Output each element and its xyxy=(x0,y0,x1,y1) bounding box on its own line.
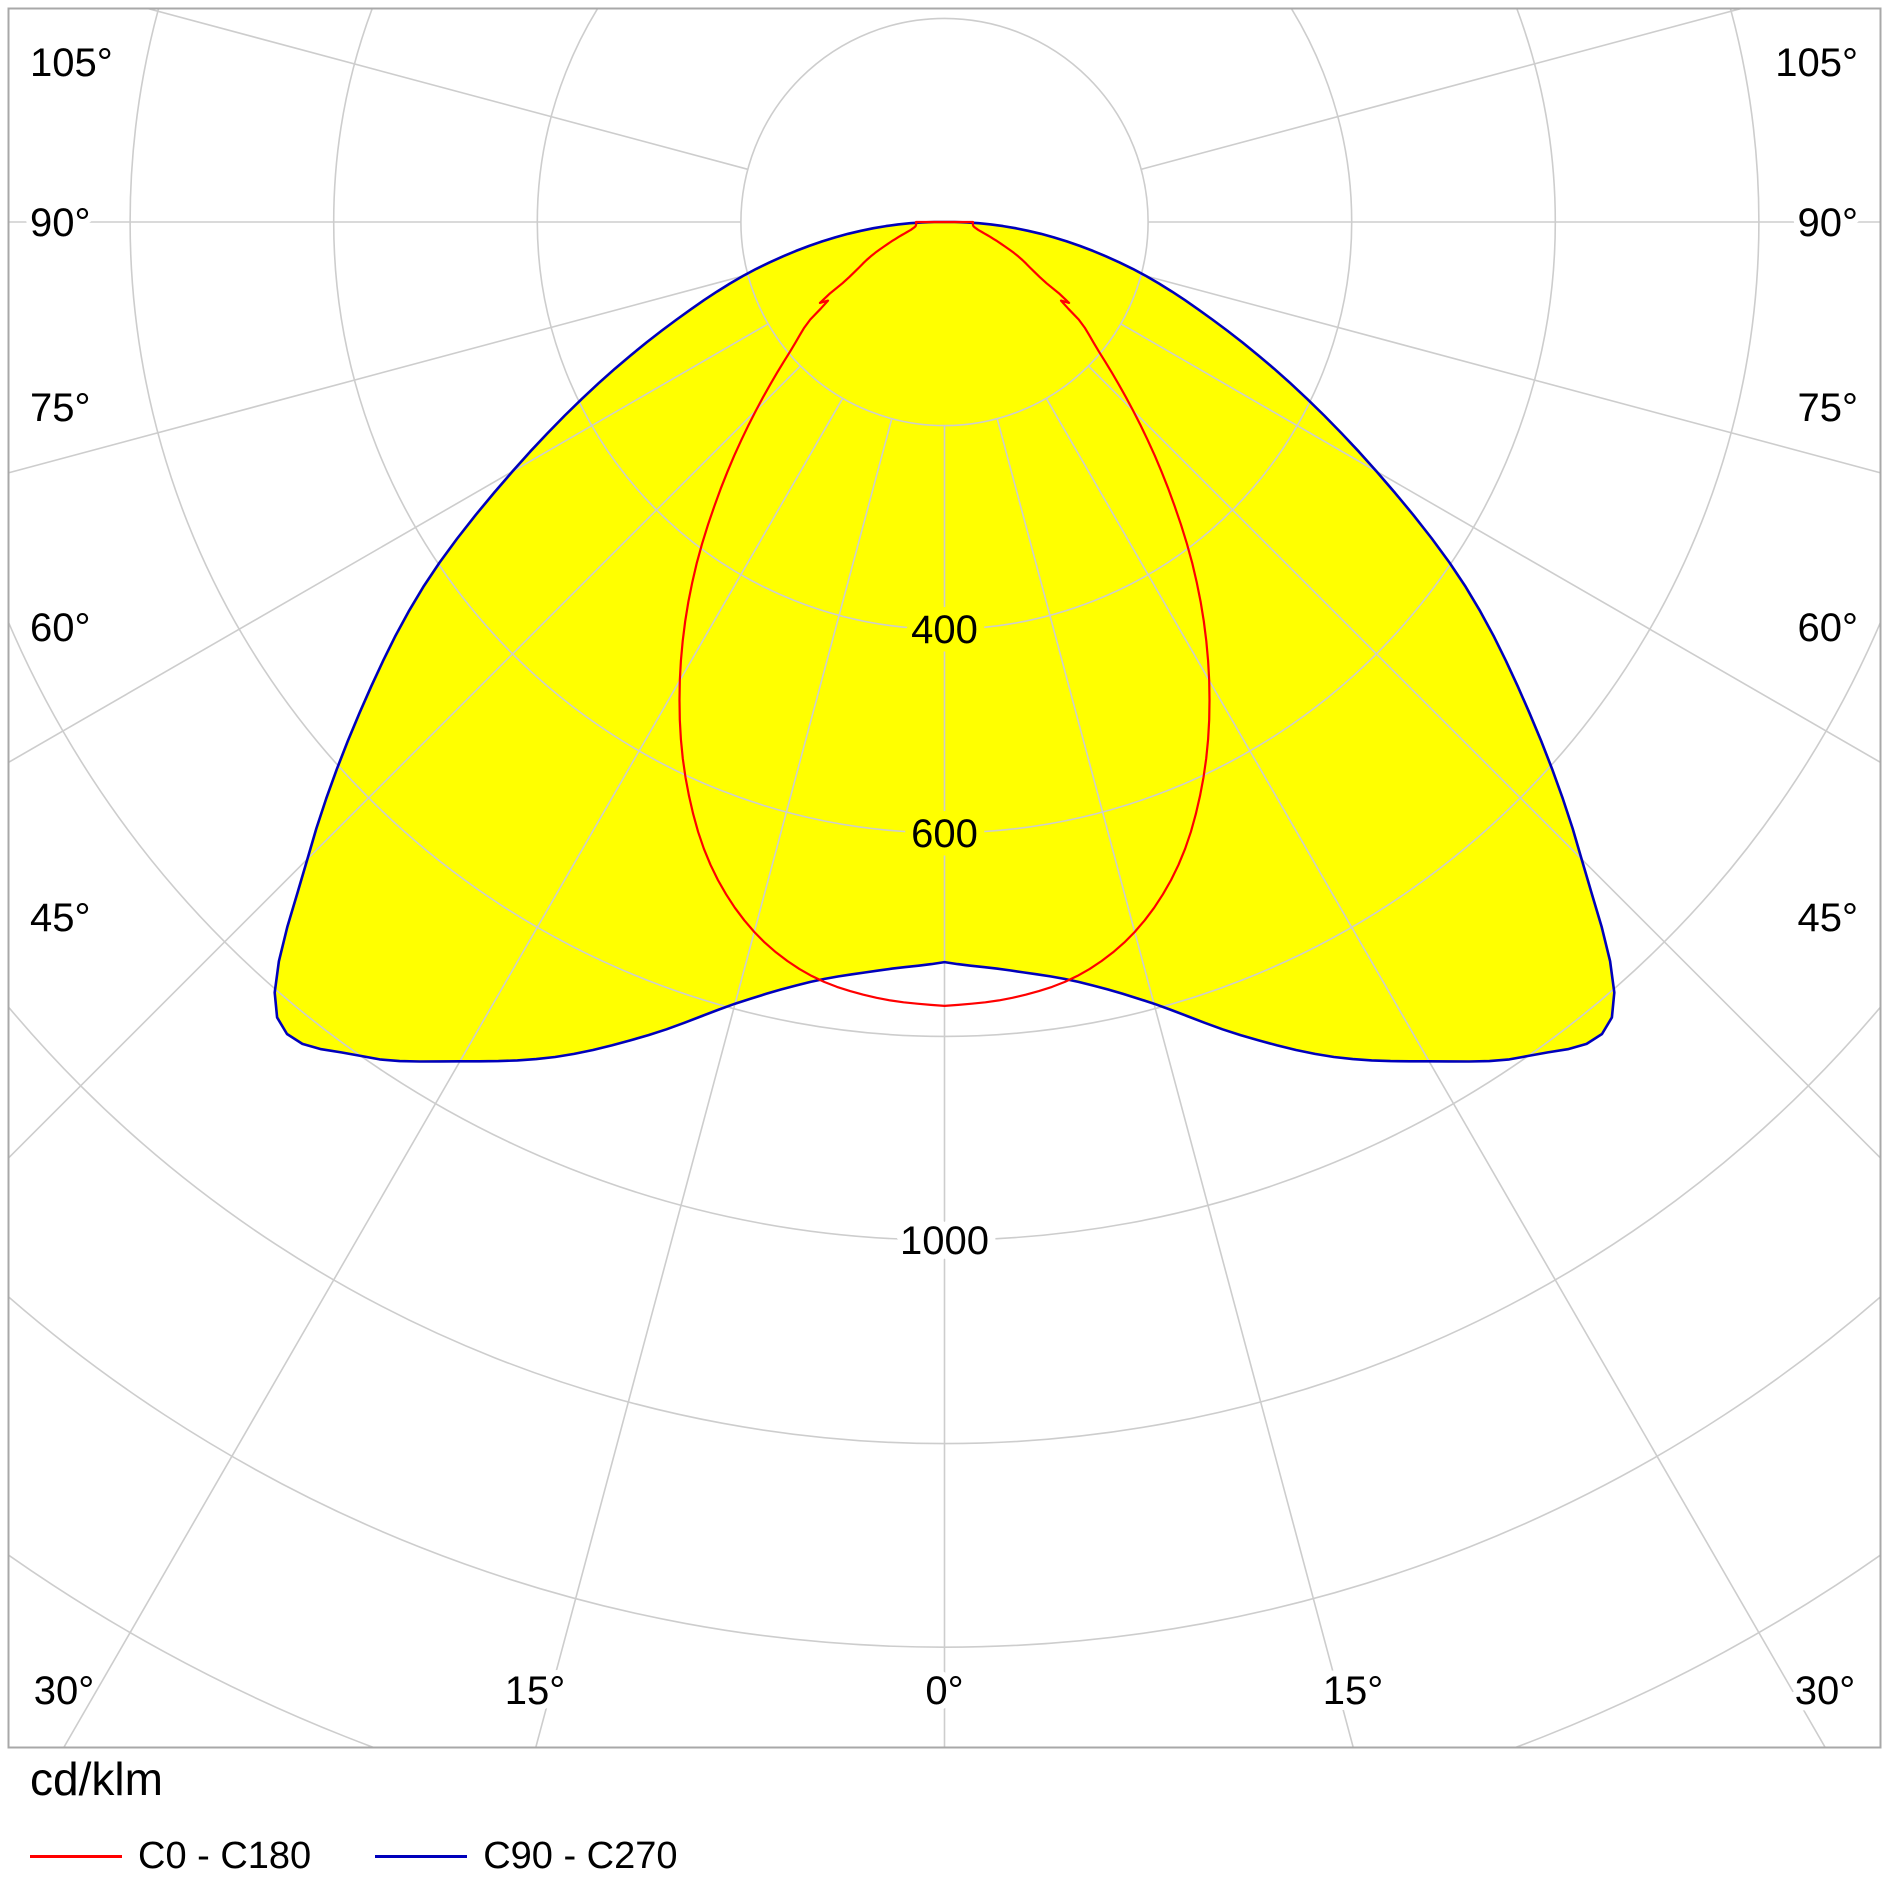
labels-layer: 400 600 1000 105° 90° 75° 60° 45° 105° 90° 75° 60° 4… xyxy=(24,35,1864,1719)
angle-label: 0° xyxy=(925,1669,963,1713)
grid-angle-line xyxy=(1120,323,1880,763)
angle-label: 60° xyxy=(1798,606,1859,650)
angle-label: 45° xyxy=(1798,896,1859,940)
ring-value-label: 600 xyxy=(911,812,978,856)
grid-angle-line xyxy=(1140,9,1741,171)
legend-label-c0-c180: C0 - C180 xyxy=(138,1834,312,1877)
legend-line-c90-c270 xyxy=(375,1854,468,1858)
angle-label: 30° xyxy=(34,1669,95,1713)
grid-angle-line xyxy=(535,418,893,1747)
angle-label: 60° xyxy=(30,606,91,650)
grid-angle-line xyxy=(996,418,1354,1747)
angle-label: 75° xyxy=(30,386,91,430)
angle-label: 15° xyxy=(1323,1669,1384,1713)
legend-line-c0-c180 xyxy=(30,1854,122,1858)
ring-value-label: 1000 xyxy=(900,1219,989,1263)
units-label: cd/klm xyxy=(30,1753,163,1805)
angle-label: 15° xyxy=(505,1669,566,1713)
grid-angle-line xyxy=(1140,273,1880,474)
legend: C0 - C180 C90 - C270 xyxy=(30,1834,678,1878)
grid-angle-line xyxy=(1045,397,1826,1747)
curves-layer xyxy=(273,220,1616,1063)
angle-label: 45° xyxy=(30,896,91,940)
angle-label: 30° xyxy=(1795,1669,1856,1713)
grid-angle-line xyxy=(1087,365,1880,1159)
grid-angle-line xyxy=(63,397,844,1747)
ring-value-label: 400 xyxy=(911,608,978,652)
distribution-curve xyxy=(678,220,1211,1007)
grid-angle-line xyxy=(148,9,749,171)
angle-label: 90° xyxy=(30,201,91,245)
grid-angle-line xyxy=(9,365,802,1159)
angle-label: 75° xyxy=(1798,386,1859,430)
angle-label: 105° xyxy=(1775,41,1858,85)
angle-label: 90° xyxy=(1798,201,1859,245)
grid-angle-line xyxy=(9,273,749,474)
legend-label-c90-c270: C90 - C270 xyxy=(483,1834,678,1877)
grid-angle-line xyxy=(9,323,769,763)
angle-label: 105° xyxy=(30,41,113,85)
